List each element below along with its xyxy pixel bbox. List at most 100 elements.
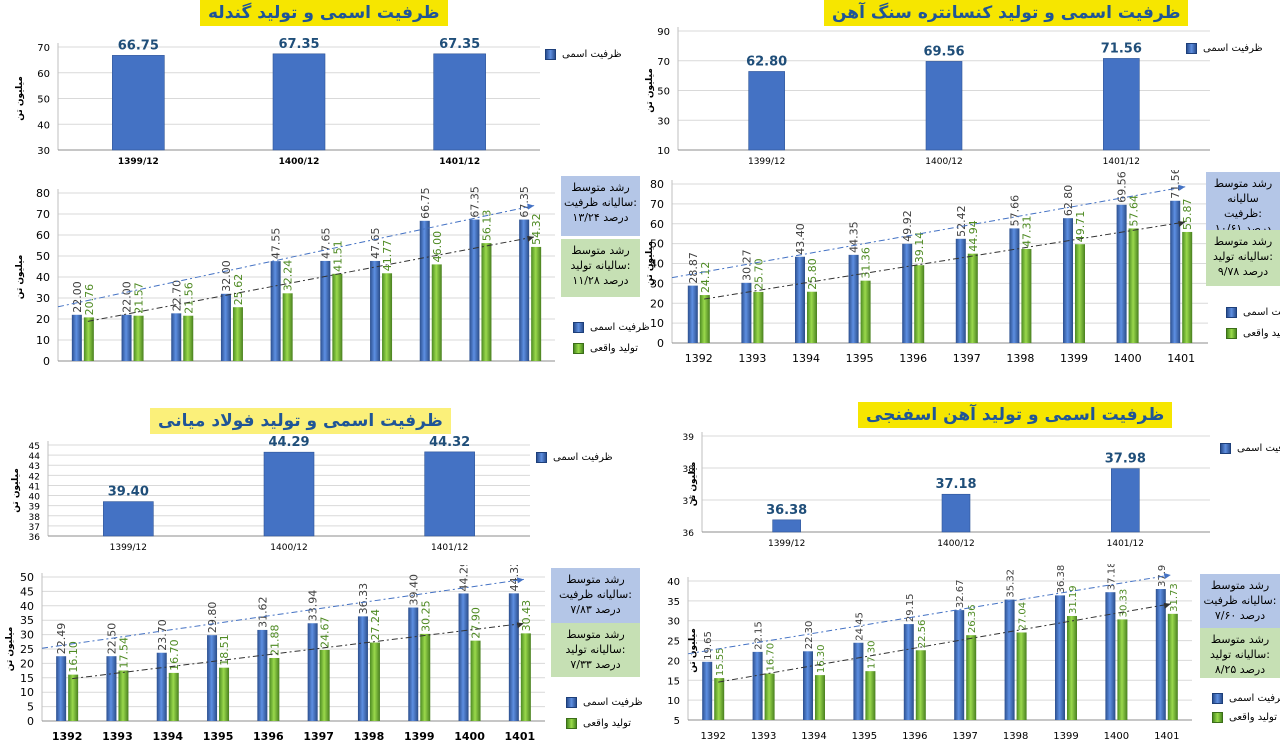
production-growth-line: ۹/۷۸ درصد [1217, 265, 1269, 278]
bar-capacity [1111, 468, 1140, 533]
trendline-arrow-production [1178, 220, 1186, 227]
legend-label-capacity: ظرفیت اسمی [562, 49, 622, 60]
data-label-capacity: 37.18 [935, 477, 976, 492]
data-label-capacity: 66.75 [118, 38, 159, 53]
data-label-capacity: 67.35 [518, 186, 531, 218]
chart-title: ظرفیت اسمی و تولید فولاد میانی [150, 408, 451, 434]
chart-pellet-yearly: 0 10 20 30 40 50 60 70 80 میلیون تن 1392 1393 1394 13… [15, 186, 555, 371]
data-label-production: 16.70 [168, 639, 181, 671]
trendline-arrow-production [527, 235, 535, 242]
bar-production [764, 673, 775, 720]
chart-panel-pellet: 30 40 50 60 70 میلیون تن 1399/12 1400/12 1401/12… [0, 0, 650, 371]
data-label-production: 24.12 [699, 262, 712, 294]
x-tick-label: 1398 [367, 370, 395, 371]
chart-title: ظرفیت اسمی و تولید گندله [200, 0, 448, 26]
x-tick-label: 1393 [738, 352, 766, 365]
capacity-growth-line: سالیانه ظرفیت: [564, 196, 637, 209]
y-tick-label: 20 [20, 657, 34, 670]
y-tick-label: 37 [683, 497, 694, 507]
data-label-capacity: 44.35 [848, 221, 861, 253]
x-tick-label: 1392 [685, 352, 713, 365]
x-tick-label: 1393 [119, 370, 147, 371]
bar-production [1117, 619, 1128, 720]
data-label-production: 17.54 [117, 637, 130, 669]
data-label-capacity: 57.66 [1008, 195, 1021, 227]
legend-bottom-production: تولید واقعی [1212, 712, 1277, 723]
y-tick-label: 43 [29, 462, 40, 472]
data-label-production: 25.62 [232, 274, 245, 306]
bar-capacity [954, 610, 965, 720]
y-tick-label: 70 [37, 43, 50, 54]
legend-swatch-capacity [1220, 443, 1231, 454]
data-label-capacity: 71.56 [1169, 170, 1182, 199]
y-tick-label: 45 [29, 442, 40, 452]
y-tick-label: 30 [20, 629, 34, 642]
data-label-production: 56.13 [480, 210, 493, 242]
bar-capacity [795, 256, 805, 343]
x-tick-label: 1399/12 [748, 157, 785, 167]
y-tick-label: 10 [657, 146, 670, 157]
data-label-production: 31.19 [1068, 585, 1079, 614]
y-tick-label: 60 [37, 69, 50, 80]
bar-capacity [1004, 599, 1015, 720]
x-tick-label: 1396 [268, 370, 296, 371]
data-label-production: 30.33 [1118, 589, 1129, 618]
bar-production [1067, 615, 1077, 720]
y-tick-label: 30 [36, 292, 50, 305]
x-tick-label: 1394 [168, 370, 196, 371]
legend-top: ظرفیت اسمی [1220, 443, 1280, 454]
y-tick-label: 10 [667, 696, 680, 707]
data-label-capacity: 67.35 [278, 37, 319, 52]
legend-swatch-capacity [536, 452, 547, 463]
bar-production [332, 273, 343, 361]
y-tick-label: 90 [657, 27, 670, 38]
y-tick-label: 39 [29, 503, 41, 513]
bar-production [1016, 632, 1027, 720]
data-label-production: 26.36 [967, 605, 978, 634]
x-tick-label: 1396 [253, 730, 284, 743]
trendline-capacity [41, 578, 524, 649]
data-label-capacity: 44.29 [458, 565, 471, 591]
production-growth-line: رشد متوسط [566, 628, 625, 641]
data-label-production: 16.70 [766, 643, 777, 672]
data-label-production: 47.31 [1020, 215, 1033, 247]
bar-production [860, 280, 871, 343]
x-tick-label: 1393 [102, 730, 133, 743]
x-tick-label: 1401 [1167, 352, 1195, 365]
data-label-capacity: 37.98 [1105, 452, 1146, 467]
bar-capacity [71, 314, 82, 361]
bar-production [382, 273, 393, 361]
trendline-capacity [57, 205, 535, 308]
legend-swatch-capacity [1226, 307, 1237, 318]
data-label-capacity: 52.42 [955, 205, 968, 237]
legend-swatch-production [1226, 328, 1237, 339]
y-tick-label: 35 [667, 597, 680, 608]
x-tick-label: 1401 [516, 370, 544, 371]
bar-capacity [408, 607, 419, 721]
data-label-production: 18.51 [218, 634, 231, 666]
data-label-capacity: 69.56 [1116, 171, 1129, 203]
trendline-arrow-production [1163, 602, 1171, 609]
capacity-growth-line: رشد متوسط [571, 181, 630, 194]
trendline-capacity [687, 574, 1171, 655]
legend-label-capacity: ظرفیت اسمی [553, 452, 613, 463]
bar-production [431, 264, 442, 361]
bar-production [319, 649, 330, 721]
data-label-capacity: 69.56 [923, 44, 964, 59]
chart-title: ظرفیت اسمی و تولید کنسانتره سنگ آهن [824, 0, 1189, 26]
y-tick-label: 50 [36, 250, 50, 263]
trendline-arrow-capacity [1163, 573, 1171, 580]
data-label-production: 41.77 [381, 240, 394, 272]
data-label-production: 15.55 [715, 647, 726, 676]
y-tick-label: 35 [20, 614, 34, 627]
x-tick-label: 1401/12 [1107, 539, 1144, 549]
x-tick-label: 1397 [953, 352, 981, 365]
legend-label-capacity: ظرفیت اسمی [583, 697, 643, 708]
capacity-growth-box: رشد متوسط سالیانه ظرفیت: ۷/۶۰ درصد [1200, 574, 1280, 628]
bar-production [232, 307, 243, 361]
data-label-capacity: 32.67 [955, 579, 966, 608]
data-label-production: 31.73 [1169, 583, 1180, 612]
x-tick-label: 1400/12 [270, 543, 307, 553]
capacity-growth-line: رشد متوسط [1213, 177, 1273, 190]
